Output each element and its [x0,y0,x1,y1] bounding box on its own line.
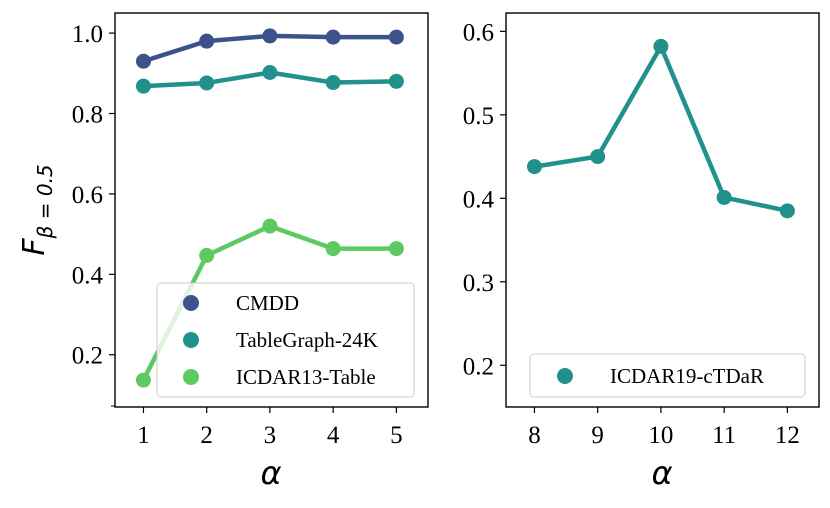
left-x-axis-label: α [260,454,281,492]
y-tick-label: 0.8 [72,102,103,129]
x-tick-label: 4 [327,422,340,449]
left-ticks: 1 2 3 4 5 0.2 0.4 0.6 0.8 1.0 [72,21,403,449]
left-legend-box [156,282,415,398]
legend-label-cmdd: CMDD [236,291,299,315]
data-point-icdar13-table [325,241,341,257]
data-point-tablegraph-24k [199,75,215,91]
data-point-icdar19-ctdar [653,38,669,54]
data-point-tablegraph-24k [388,73,404,89]
data-point-icdar13-table [388,241,404,257]
data-point-cmdd [135,53,151,69]
y-tick-label: 1.0 [72,21,103,48]
right-panel: 8 9 10 11 12 0.2 0.3 0.4 0.5 0.6 ICDAR19-cTDaR α [463,12,820,492]
y-tick-label: 0.4 [463,186,495,213]
x-tick-label: 11 [712,422,736,449]
x-tick-label: 9 [591,422,604,449]
y-axis-label: Fβ = 0.5 [17,164,57,255]
y-tick-label: 0.5 [463,103,494,130]
y-tick-label: 0.3 [463,270,494,297]
data-point-tablegraph-24k [262,65,278,81]
legend-label-icdar13: ICDAR13-Table [236,365,376,389]
y-tick-label: 0.4 [72,262,104,289]
x-tick-label: 8 [528,422,541,449]
series-line-icdar19-ctdar [532,44,790,214]
y-tick-label: 0.2 [463,353,494,380]
legend-label-tablegraph: TableGraph-24K [236,328,378,352]
data-point-tablegraph-24k [135,78,151,94]
right-series-layer [526,38,795,219]
y-axis-label-sub: β = 0.5 [33,164,57,239]
y-tick-label: 0.6 [463,19,494,46]
legend-marker-cmdd [183,295,199,311]
left-legend: CMDD TableGraph-24K ICDAR13-Table [156,282,415,398]
y-tick-label: 0.6 [72,182,103,209]
right-x-axis-label: α [651,454,672,492]
data-point-icdar19-ctdar [526,159,542,175]
x-tick-label: 3 [264,422,277,449]
x-tick-label: 12 [775,422,800,449]
y-tick-label: 0.2 [72,343,103,370]
data-point-icdar19-ctdar [590,149,606,165]
left-panel: 1 2 3 4 5 0.2 0.4 0.6 0.8 1.0 CMDD TableGraph-24K… [17,12,429,492]
left-series-layer [135,28,404,388]
right-legend: ICDAR19-cTDaR [529,353,806,398]
data-point-icdar13-table [262,218,278,234]
legend-marker-tablegraph [183,332,199,348]
x-tick-label: 10 [648,422,673,449]
legend-marker-icdar19 [557,368,573,384]
y-axis-label-main: F [17,238,52,256]
right-legend-box [529,353,806,398]
data-point-tablegraph-24k [325,75,341,91]
data-point-cmdd [199,33,215,49]
data-point-icdar13-table [135,372,151,388]
data-point-cmdd [262,28,278,44]
legend-label-icdar19: ICDAR19-cTDaR [610,364,764,388]
x-tick-label: 1 [137,422,150,449]
data-point-icdar19-ctdar [716,189,732,205]
x-tick-label: 2 [200,422,213,449]
data-point-icdar13-table [199,247,215,263]
data-point-cmdd [388,29,404,45]
legend-marker-icdar13 [183,369,199,385]
right-ticks: 8 9 10 11 12 0.2 0.3 0.4 0.5 0.6 [463,19,800,449]
data-point-cmdd [325,29,341,45]
right-axes-frame [505,12,820,408]
data-point-icdar19-ctdar [779,203,795,219]
x-tick-label: 5 [390,422,403,449]
left-axes-frame [114,12,429,408]
